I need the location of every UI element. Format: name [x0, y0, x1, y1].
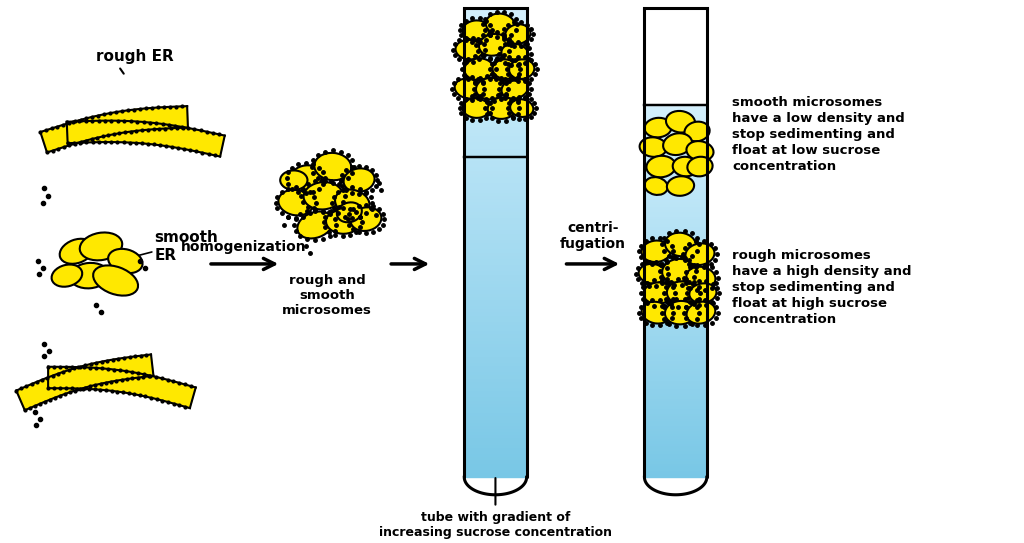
- Ellipse shape: [686, 141, 714, 161]
- Ellipse shape: [666, 111, 695, 132]
- Text: smooth
ER: smooth ER: [155, 230, 218, 263]
- Text: centri-
fugation: centri- fugation: [560, 221, 626, 251]
- Ellipse shape: [279, 190, 313, 216]
- Ellipse shape: [314, 153, 351, 180]
- Ellipse shape: [456, 40, 482, 59]
- Ellipse shape: [663, 259, 693, 283]
- Ellipse shape: [639, 264, 666, 283]
- Ellipse shape: [502, 43, 528, 64]
- Ellipse shape: [642, 302, 671, 324]
- Ellipse shape: [476, 78, 505, 99]
- Ellipse shape: [463, 98, 489, 118]
- Ellipse shape: [303, 182, 342, 210]
- Ellipse shape: [51, 264, 82, 287]
- Ellipse shape: [455, 79, 481, 99]
- Ellipse shape: [686, 267, 716, 288]
- Ellipse shape: [326, 210, 359, 234]
- Ellipse shape: [643, 282, 673, 304]
- Ellipse shape: [335, 190, 370, 216]
- Ellipse shape: [509, 59, 535, 79]
- Polygon shape: [40, 106, 188, 153]
- Ellipse shape: [665, 301, 696, 324]
- Ellipse shape: [667, 281, 698, 305]
- Polygon shape: [48, 367, 196, 408]
- Text: smooth microsomes
have a low density and
stop sedimenting and
float at low sucro: smooth microsomes have a low density and…: [732, 96, 905, 173]
- Polygon shape: [67, 121, 224, 156]
- Ellipse shape: [80, 232, 122, 260]
- Ellipse shape: [464, 59, 494, 80]
- Ellipse shape: [493, 59, 518, 79]
- Ellipse shape: [644, 118, 672, 137]
- Ellipse shape: [642, 241, 671, 262]
- Ellipse shape: [644, 177, 668, 195]
- Text: rough microsomes
have a high density and
stop sedimenting and
float at high sucr: rough microsomes have a high density and…: [732, 249, 911, 326]
- Ellipse shape: [646, 156, 676, 178]
- Ellipse shape: [510, 99, 534, 117]
- Ellipse shape: [667, 176, 694, 196]
- Text: homogenization: homogenization: [181, 240, 307, 254]
- Ellipse shape: [502, 79, 528, 99]
- Ellipse shape: [463, 21, 489, 40]
- Ellipse shape: [337, 203, 361, 222]
- Ellipse shape: [109, 249, 142, 273]
- Ellipse shape: [673, 157, 698, 176]
- Ellipse shape: [687, 157, 713, 176]
- Ellipse shape: [664, 133, 692, 155]
- Ellipse shape: [70, 263, 109, 288]
- Ellipse shape: [685, 243, 715, 265]
- Ellipse shape: [665, 233, 696, 256]
- Ellipse shape: [59, 239, 93, 264]
- Ellipse shape: [344, 168, 375, 192]
- Ellipse shape: [485, 14, 515, 35]
- Ellipse shape: [686, 301, 716, 324]
- Polygon shape: [16, 355, 154, 411]
- Ellipse shape: [487, 97, 517, 119]
- Ellipse shape: [479, 34, 508, 56]
- Ellipse shape: [640, 137, 667, 157]
- Ellipse shape: [297, 212, 333, 238]
- Text: rough and
smooth
microsomes: rough and smooth microsomes: [282, 274, 372, 317]
- Ellipse shape: [350, 207, 381, 231]
- Ellipse shape: [93, 266, 138, 295]
- Text: rough ER: rough ER: [96, 49, 174, 64]
- Ellipse shape: [684, 122, 710, 141]
- Text: tube with gradient of
increasing sucrose concentration: tube with gradient of increasing sucrose…: [379, 512, 612, 539]
- Ellipse shape: [689, 283, 717, 303]
- Ellipse shape: [505, 24, 530, 44]
- Ellipse shape: [281, 171, 307, 190]
- Ellipse shape: [289, 165, 322, 191]
